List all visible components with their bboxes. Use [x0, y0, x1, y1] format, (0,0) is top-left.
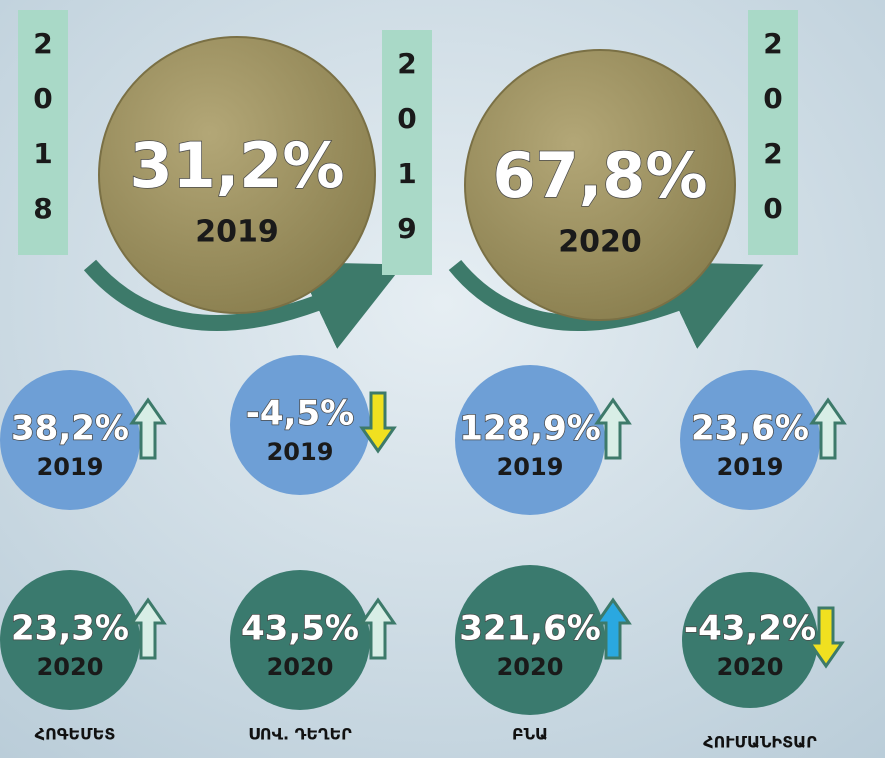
category-label: ՍՈՎ. ԴԵՂԵՐ: [248, 725, 352, 744]
year-digit: 0: [397, 102, 416, 135]
stat-value: 23,6%: [691, 409, 809, 449]
category-label: ԲՆԱ: [512, 725, 548, 744]
year-digit: 1: [397, 157, 416, 190]
year-digit: 9: [397, 212, 416, 245]
stat-value: 321,6%: [459, 609, 601, 649]
stat-year: 2020: [37, 653, 104, 681]
year-digit: 2: [763, 27, 782, 60]
stat-year: 2019: [37, 453, 104, 481]
stat-year: 2020: [497, 653, 564, 681]
year-digit: 1: [33, 137, 52, 170]
page: {"year_columns": [["2","0","1","8"],["2"…: [0, 0, 885, 762]
year-digit: 2: [33, 27, 52, 60]
stat-value: 43,5%: [241, 609, 359, 649]
stat-year: 2019: [497, 453, 564, 481]
year-digit: 0: [763, 82, 782, 115]
stat-value: -4,5%: [246, 394, 354, 434]
infographic: 20182019202031,2%201967,8%202038,2%2019-…: [0, 0, 885, 758]
stat-value: -43,2%: [684, 609, 816, 649]
stat-year: 2019: [267, 438, 334, 466]
main-value: 67,8%: [492, 139, 707, 212]
stat-year: 2019: [717, 453, 784, 481]
main-year: 2020: [558, 225, 642, 260]
year-digit: 0: [763, 192, 782, 225]
stat-year: 2020: [267, 653, 334, 681]
year-digit: 2: [763, 137, 782, 170]
category-label: ՀՈՒՄԱՆԻՏԱՐ: [703, 733, 817, 752]
stat-year: 2020: [717, 653, 784, 681]
category-label: ՀՈԳԵՄԵՏ: [35, 725, 116, 744]
year-digit: 2: [397, 47, 416, 80]
main-year: 2019: [195, 215, 279, 250]
year-digit: 0: [33, 82, 52, 115]
main-value: 31,2%: [129, 129, 344, 202]
stat-value: 23,3%: [11, 609, 129, 649]
stat-value: 128,9%: [459, 409, 601, 449]
stat-value: 38,2%: [11, 409, 129, 449]
year-digit: 8: [33, 192, 52, 225]
